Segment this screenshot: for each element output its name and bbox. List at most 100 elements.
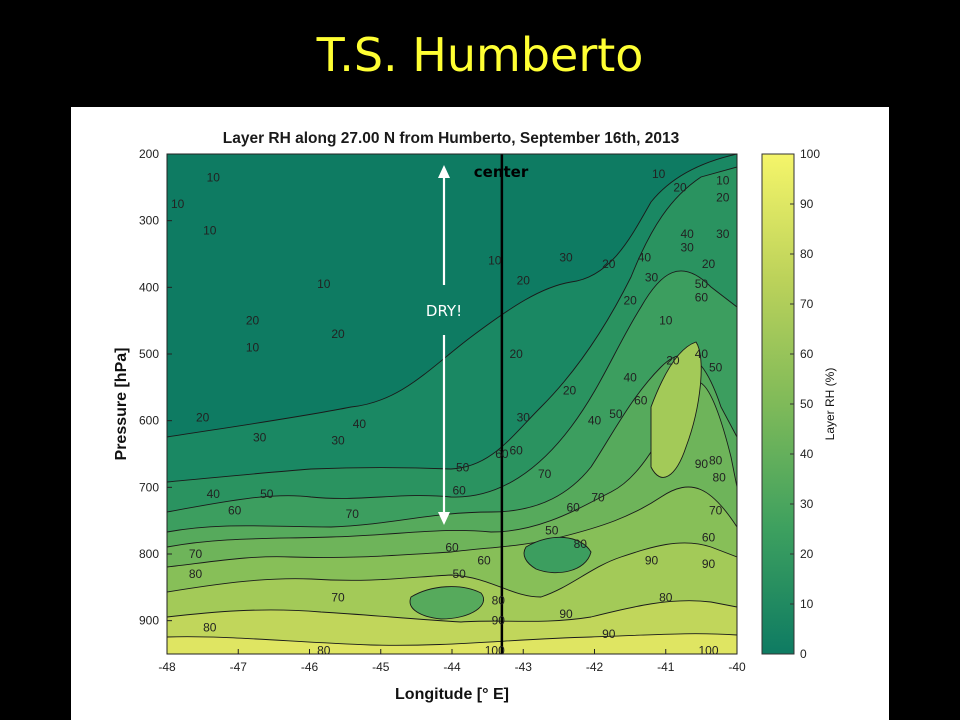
colorbar-tick-label: 10: [800, 597, 814, 611]
colorbar-ticks: 0 10 20 30 40 50 60 70 80 90 100: [790, 147, 820, 661]
contour-label: 80: [659, 590, 673, 604]
contour-label: 80: [317, 644, 331, 658]
contour-label: 60: [477, 554, 491, 568]
contour-label: 10: [652, 167, 666, 181]
dry-label: DRY!: [426, 302, 462, 320]
contour-label: 40: [638, 250, 652, 264]
contour-label: 80: [203, 620, 217, 634]
y-tick-label: 300: [139, 214, 159, 228]
colorbar-tick-label: 40: [800, 447, 814, 461]
contour-label: 80: [189, 567, 203, 581]
x-axis-label: Longitude [° E]: [395, 686, 509, 703]
contour-label: 90: [492, 614, 506, 628]
y-tick-label: 700: [139, 480, 159, 494]
contour-label: 20: [331, 327, 345, 341]
chart-svg: Layer RH along 27.00 N from Humberto, Se…: [113, 130, 837, 703]
y-tick-label: 800: [139, 547, 159, 561]
figure-panel: Layer RH along 27.00 N from Humberto, Se…: [71, 107, 889, 720]
contour-label: 60: [566, 500, 580, 514]
contour-label: 50: [709, 360, 723, 374]
dry-arrow: [438, 165, 450, 525]
y-tick-label: 500: [139, 347, 159, 361]
slide-title: T.S. Humberto: [316, 28, 644, 82]
colorbar-tick-label: 30: [800, 497, 814, 511]
contour-label: 10: [488, 254, 502, 268]
contour-label: 100: [485, 644, 505, 658]
contour-label: 70: [538, 467, 552, 481]
contour-label: 90: [695, 457, 709, 471]
contour-label: 10: [207, 170, 221, 184]
contour-label: 100: [698, 644, 718, 658]
contour-label: 40: [588, 414, 602, 428]
center-label: center: [474, 163, 529, 181]
contour-label: 30: [331, 434, 345, 448]
colorbar-tick-label: 100: [800, 147, 820, 161]
contour-label: 60: [445, 540, 459, 554]
contour-label: 60: [634, 394, 648, 408]
contour-label: 20: [196, 410, 210, 424]
contour-label: 60: [452, 484, 466, 498]
y-tick-label: 400: [139, 280, 159, 294]
contour-label: 40: [623, 370, 637, 384]
contour-label: 80: [492, 594, 506, 608]
contour-label: 30: [517, 410, 531, 424]
contour-label: 50: [452, 567, 466, 581]
contour-label: 20: [702, 257, 716, 271]
contour-label: 50: [545, 524, 559, 538]
contour-label: 50: [260, 487, 274, 501]
contour-label: 40: [695, 347, 709, 361]
contour-field: [167, 154, 737, 654]
contour-label: 10: [659, 314, 673, 328]
contour-label: 40: [353, 417, 367, 431]
contour-label: 20: [602, 257, 616, 271]
contour-label: 20: [666, 354, 680, 368]
contour-label: 20: [563, 384, 577, 398]
x-tick-label: -47: [230, 660, 248, 674]
colorbar-tick-label: 90: [800, 197, 814, 211]
y-axis-label: Pressure [hPa]: [113, 348, 130, 461]
contour-label: 10: [171, 197, 185, 211]
contour-label: 60: [495, 447, 509, 461]
contour-label: 20: [246, 314, 260, 328]
contour-label: 30: [680, 240, 694, 254]
contour-label: 20: [517, 274, 531, 288]
x-tick-label: -46: [301, 660, 319, 674]
x-tick-label: -40: [728, 660, 746, 674]
x-tick-label: -44: [443, 660, 461, 674]
contour-label: 70: [346, 507, 360, 521]
contour-cell-moist-tongue: [650, 341, 702, 478]
contour-label: 70: [331, 590, 345, 604]
contour-label: 90: [559, 607, 573, 621]
colorbar-tick-label: 60: [800, 347, 814, 361]
contour-label: 10: [203, 224, 217, 238]
colorbar-tick-label: 70: [800, 297, 814, 311]
contour-label: 50: [609, 407, 623, 421]
contour-region-90-100: [167, 633, 737, 654]
colorbar-label: Layer RH (%): [823, 368, 837, 441]
contour-label: 40: [680, 227, 694, 241]
y-axis-ticks: 200 300 400 500 600 700 800 900: [139, 147, 172, 628]
contour-label: 80: [713, 470, 727, 484]
contour-label: 60: [228, 504, 242, 518]
contour-label: 50: [456, 460, 470, 474]
contour-label: 10: [246, 340, 260, 354]
contour-label: 70: [189, 547, 203, 561]
y-tick-label: 900: [139, 614, 159, 628]
colorbar-tick-label: 80: [800, 247, 814, 261]
x-tick-label: -43: [515, 660, 533, 674]
contour-label: 30: [716, 227, 730, 241]
colorbar-tick-label: 20: [800, 547, 814, 561]
contour-label: 60: [702, 530, 716, 544]
contour-label: 80: [574, 537, 588, 551]
x-axis-ticks: -48 -47 -46 -45 -44 -43 -42 -41 -40: [158, 649, 746, 674]
contour-label: 10: [716, 174, 730, 188]
contour-label: 40: [207, 487, 221, 501]
contour-cell-dry-pocket: [409, 586, 484, 620]
x-tick-label: -41: [657, 660, 675, 674]
y-tick-label: 200: [139, 147, 159, 161]
colorbar-tick-label: 50: [800, 397, 814, 411]
contour-label: 30: [645, 270, 659, 284]
contour-label: 70: [591, 490, 605, 504]
contour-label: 30: [559, 250, 573, 264]
contour-label: 20: [716, 190, 730, 204]
